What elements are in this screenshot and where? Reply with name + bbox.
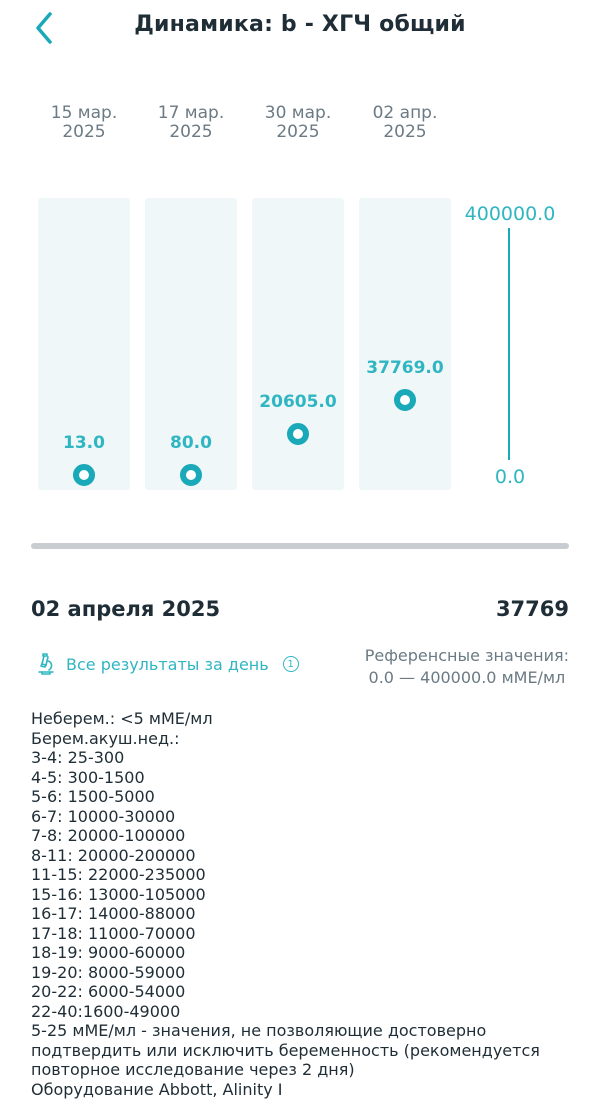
date-label-day: 30 мар. — [264, 103, 332, 123]
reference-note-line: 3-4: 25-300 — [31, 748, 125, 767]
data-point[interactable] — [394, 389, 416, 412]
reference-note-line: 5-25 мМЕ/мл - значения, не позволяющие д… — [31, 1021, 545, 1079]
chart-column[interactable] — [38, 198, 130, 490]
all-day-results-label: Все результаты за день — [66, 654, 269, 674]
reference-note-line: 11-15: 22000-235000 — [31, 865, 206, 884]
scale-max-label: 400000.0 — [464, 203, 556, 225]
chart-column[interactable] — [359, 198, 451, 490]
reference-note-line: 22-40:1600-49000 — [31, 1001, 181, 1021]
microscope-icon — [38, 653, 54, 675]
page-title: Динамика: b - ХГЧ общий — [134, 12, 466, 37]
reference-note-line: Неберем.: <5 мМЕ/мл — [31, 709, 213, 728]
reference-note-line: 18-19: 9000-60000 — [31, 943, 186, 962]
reference-note-line: 15-16: 13000-105000 — [31, 884, 206, 904]
data-point[interactable] — [287, 423, 309, 446]
date-label: 15 мар. 2025 — [38, 104, 130, 142]
reference-note-line: 5-6: 1500-5000 — [31, 787, 155, 806]
date-label-year: 2025 — [383, 122, 427, 142]
info-icon[interactable]: 1 — [282, 656, 299, 672]
selected-value: 37769 — [495, 597, 569, 621]
reference-note-line: 7-8: 20000-100000 — [31, 826, 186, 845]
data-value-label: 37769.0 — [366, 358, 444, 379]
data-point[interactable] — [73, 463, 95, 486]
reference-range: 0.0 — 400000.0 мМЕ/мл — [368, 668, 566, 687]
back-button[interactable] — [28, 8, 64, 48]
date-label: 02 апр. 2025 — [359, 104, 451, 142]
horizontal-scrollbar[interactable] — [31, 543, 569, 549]
date-label-day: 17 мар. — [157, 103, 225, 123]
selected-date: 02 апреля 2025 — [31, 597, 221, 621]
reference-title: Референсные значения: — [364, 646, 569, 665]
scale-min-label: 0.0 — [494, 466, 526, 488]
reference-values: Референсные значения: 0.0 — 400000.0 мМЕ… — [365, 645, 569, 689]
reference-note-line: 20-22: 6000-54000 — [31, 982, 186, 1001]
header: Динамика: b - ХГЧ общий — [0, 0, 600, 56]
reference-notes: Неберем.: <5 мМЕ/мл Берем.акуш.нед.: 3-4: … — [31, 709, 576, 1099]
reference-note-line: 6-7: 10000-30000 — [31, 806, 176, 826]
reference-note-line: 17-18: 11000-70000 — [31, 923, 196, 943]
reference-note-line: 4-5: 300-1500 — [31, 767, 145, 787]
reference-note-line: Берем.акуш.нед.: — [31, 728, 180, 748]
date-label-day: 15 мар. — [50, 103, 118, 123]
date-label: 30 мар. 2025 — [252, 104, 344, 142]
reference-note-line: Оборудование Abbott, Alinity I — [31, 1079, 283, 1099]
all-day-results-link[interactable]: Все результаты за день 1 — [36, 652, 299, 676]
scale-axis-line — [508, 228, 510, 460]
data-value-label: 20605.0 — [259, 392, 337, 413]
reference-note-line: 8-11: 20000-200000 — [31, 845, 196, 865]
reference-note-line: 16-17: 14000-88000 — [31, 904, 196, 923]
date-label-day: 02 апр. — [372, 103, 438, 123]
date-label: 17 мар. 2025 — [145, 104, 237, 142]
data-value-label: 13.0 — [63, 432, 105, 453]
dynamics-chart[interactable]: 400000.0 0.0 15 мар. 2025 13.0 17 мар. 2025 8… — [0, 90, 600, 510]
date-label-year: 2025 — [62, 122, 106, 142]
data-point[interactable] — [180, 463, 202, 486]
chevron-left-icon — [36, 12, 52, 44]
data-value-label: 80.0 — [170, 432, 212, 453]
date-label-year: 2025 — [169, 122, 213, 142]
reference-note-line: 19-20: 8000-59000 — [31, 962, 186, 982]
chart-column[interactable] — [252, 198, 344, 490]
date-label-year: 2025 — [276, 122, 320, 142]
chart-column[interactable] — [145, 198, 237, 490]
